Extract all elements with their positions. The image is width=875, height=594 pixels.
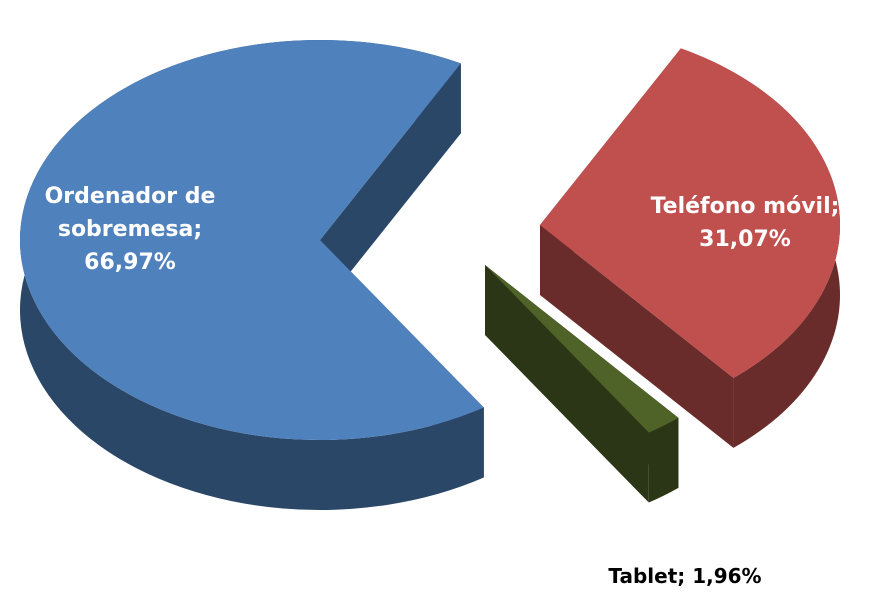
data-label: Tablet; 1,96% (608, 564, 762, 588)
slice (540, 48, 840, 378)
slice-wall (540, 225, 734, 448)
data-label: Ordenador de sobremesa; 66,97% (44, 184, 216, 275)
slice (485, 265, 679, 433)
slice-wall (485, 265, 649, 503)
slice-wall (320, 63, 461, 311)
slice (19, 39, 484, 440)
data-label: Teléfono móvil; 31,07% (650, 194, 840, 252)
